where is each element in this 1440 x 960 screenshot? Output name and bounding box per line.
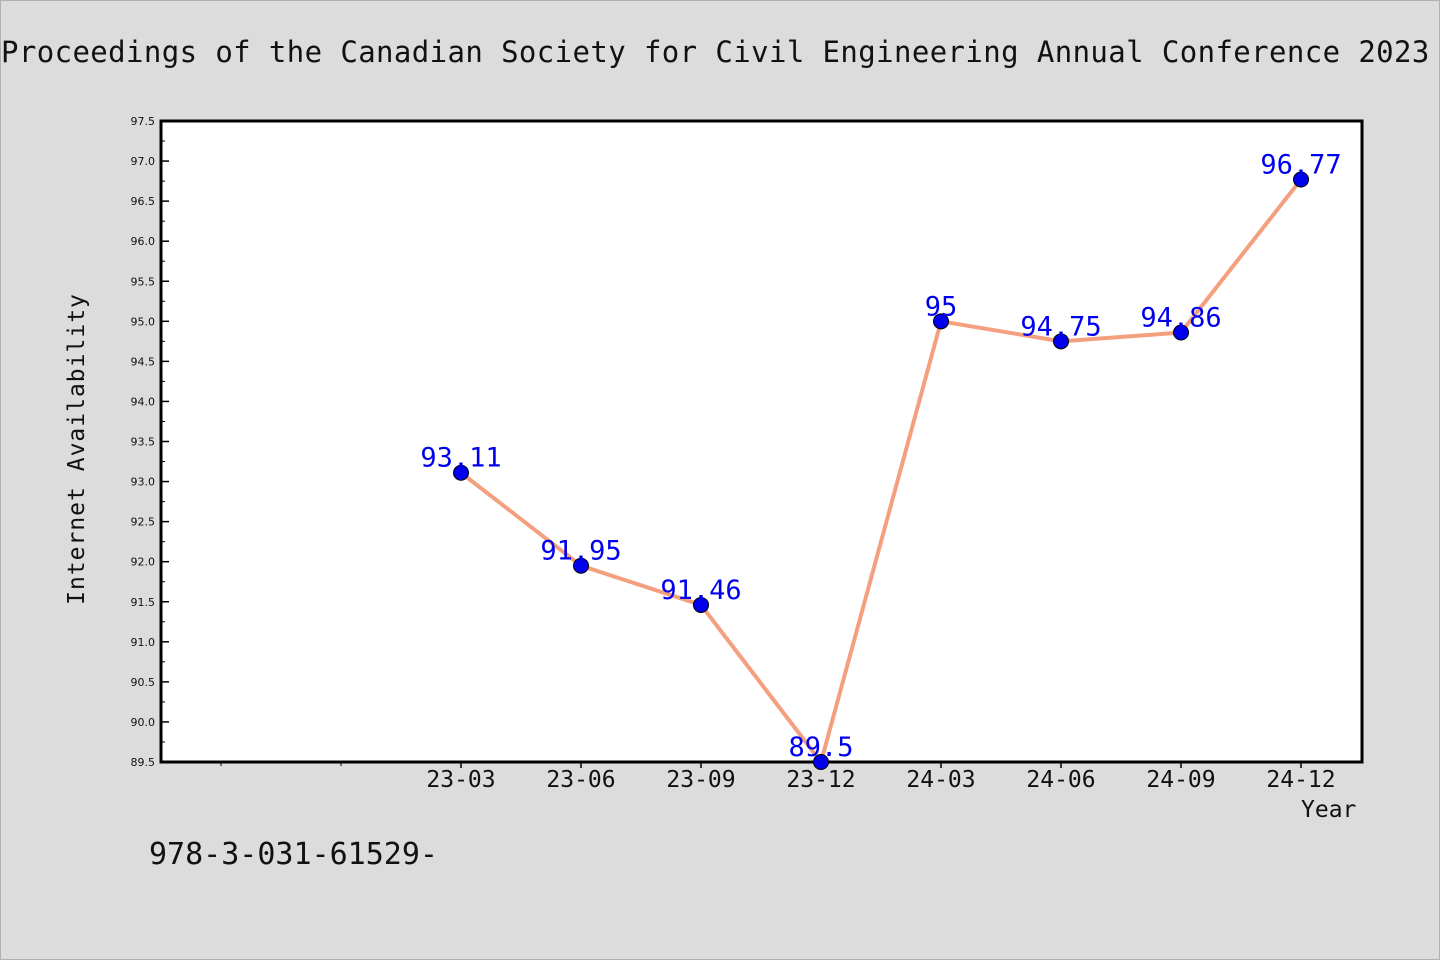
data-label: 93.11	[420, 443, 501, 474]
plot-area	[159, 119, 1364, 764]
y-tick-label: 91.0	[131, 636, 156, 649]
x-tick-label: 23-03	[426, 767, 495, 793]
y-tick-label: 91.5	[131, 596, 156, 609]
y-tick-label: 94.0	[131, 395, 156, 408]
data-point	[1293, 171, 1309, 188]
y-tick-label: 93.0	[131, 476, 156, 489]
isbn-footer: 978-3-031-61529-	[149, 837, 438, 872]
y-tick-label: 95.0	[131, 315, 156, 328]
y-tick-label: 89.5	[131, 756, 156, 769]
data-label: 91.95	[540, 536, 621, 567]
x-tick-label: 23-12	[786, 767, 855, 793]
data-label: 91.46	[660, 575, 741, 606]
x-tick-label: 24-09	[1146, 767, 1215, 793]
y-tick-label: 90.5	[131, 676, 156, 689]
data-point	[693, 596, 709, 613]
chart-title: Proceedings of the Canadian Society for …	[1, 35, 1430, 69]
y-tick-label: 92.0	[131, 556, 156, 569]
y-tick-label: 92.5	[131, 516, 156, 529]
x-tick-label: 24-12	[1266, 767, 1335, 793]
x-tick-label: 24-03	[906, 767, 975, 793]
series-line	[459, 178, 1303, 764]
x-axis-label: Year	[1301, 797, 1357, 823]
data-point	[573, 557, 589, 574]
y-tick-label: 93.5	[131, 436, 156, 449]
y-tick-label: 97.0	[131, 155, 156, 168]
y-tick-label: 95.5	[131, 275, 156, 288]
data-point	[1173, 324, 1189, 341]
y-tick-label: 96.0	[131, 235, 156, 248]
data-label: 95	[925, 291, 958, 322]
y-tick-label: 90.0	[131, 716, 156, 729]
x-tick-label: 23-09	[666, 767, 735, 793]
data-label: 96.77	[1260, 149, 1341, 180]
y-tick-label: 97.5	[131, 115, 156, 128]
data-label: 94.86	[1140, 303, 1221, 334]
x-tick-label: 24-06	[1026, 767, 1095, 793]
data-point	[813, 754, 829, 770]
data-label: 89.5	[788, 732, 853, 763]
x-tick-label: 23-06	[546, 767, 615, 793]
data-point	[453, 464, 469, 481]
y-tick-label: 96.5	[131, 195, 156, 208]
data-point	[933, 313, 949, 330]
y-tick-label: 94.5	[131, 355, 156, 368]
data-label: 94.75	[1020, 311, 1101, 342]
data-point	[1053, 333, 1069, 350]
